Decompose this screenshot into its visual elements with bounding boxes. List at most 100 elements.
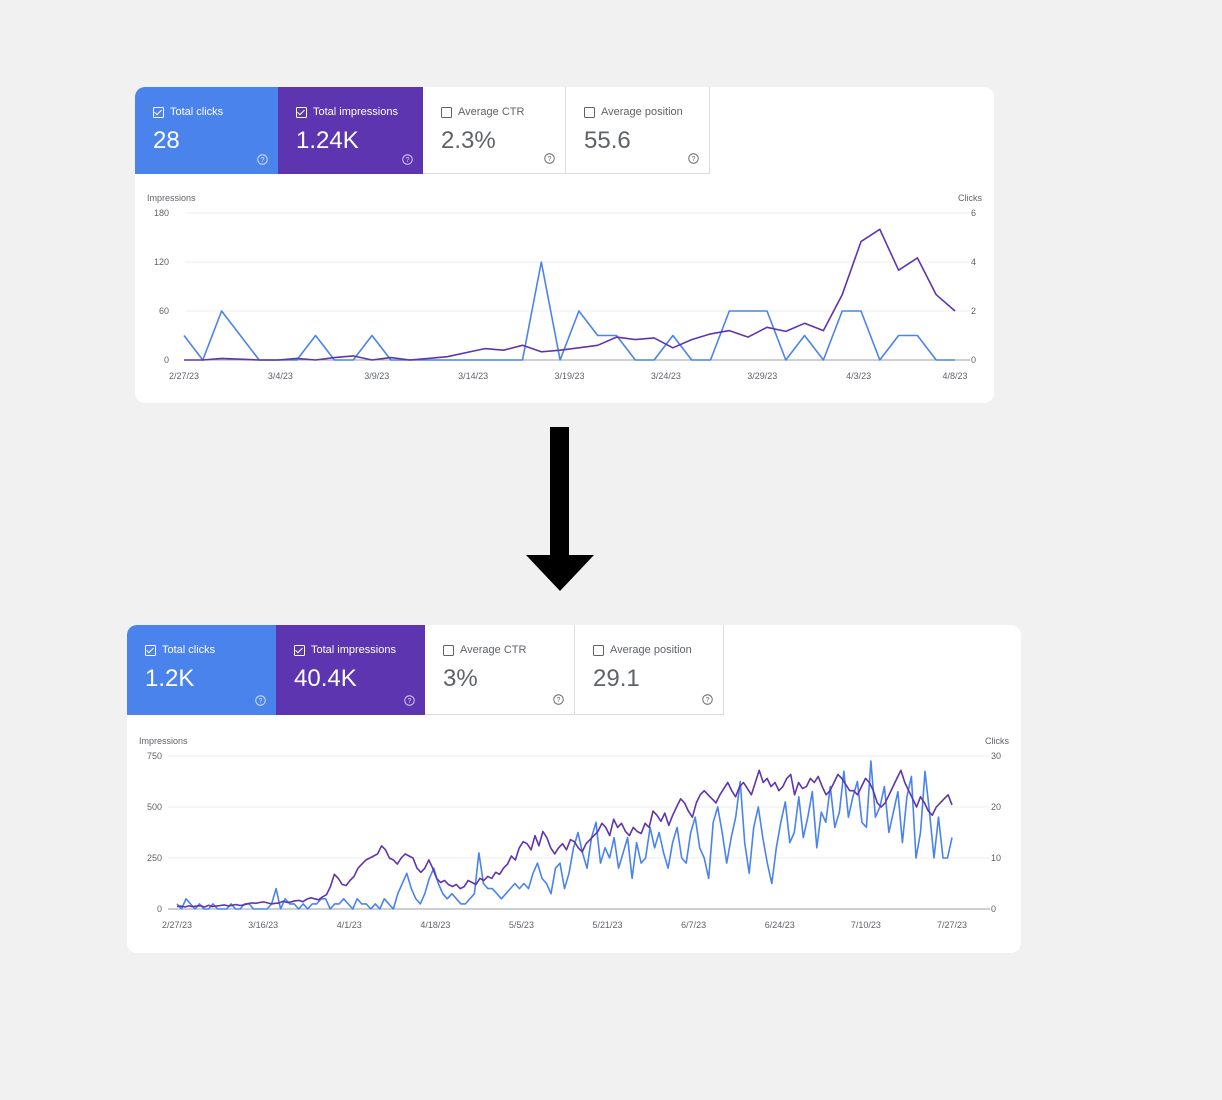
performance-chart-after: 0 250 500 750 0 10 20 30 Impressions Clicks 2/27/2… <box>139 736 1009 930</box>
metric-tile-average-ctr[interactable]: Average CTR 3%? <box>425 625 575 715</box>
down-arrow-icon <box>526 427 594 591</box>
metric-tile-total-clicks[interactable]: Total clicks 28? <box>135 87 278 174</box>
left-tick-label: 0 <box>157 904 162 914</box>
x-tick-label: 4/1/23 <box>337 920 362 930</box>
left-tick-label: 500 <box>147 802 162 812</box>
right-axis-label: Clicks <box>985 736 1009 746</box>
left-tick-label: 0 <box>164 355 169 365</box>
metric-label: Total impressions <box>294 644 396 656</box>
metric-tile-average-position[interactable]: Average position 29.1? <box>575 625 724 715</box>
checkbox-checked-icon[interactable] <box>145 644 156 656</box>
metric-label-text: Average CTR <box>458 106 525 118</box>
x-tick-label: 3/19/23 <box>554 371 584 381</box>
right-tick-label: 10 <box>991 853 1001 863</box>
svg-text:?: ? <box>706 697 710 704</box>
svg-text:?: ? <box>261 157 265 164</box>
performance-chart-before: 0 60 120 180 0 2 4 6 Impressions Clicks 2/27/23 3/4… <box>147 193 982 381</box>
x-tick-label: 3/9/23 <box>364 371 389 381</box>
right-tick-label: 0 <box>991 904 996 914</box>
help-icon[interactable]: ? <box>553 694 564 705</box>
metric-value: 55.6 <box>584 127 631 154</box>
metric-label-text: Average CTR <box>460 644 527 656</box>
metric-tiles: Total clicks 1.2K? Total impressions 40.4K?… <box>127 625 724 715</box>
checkbox-unchecked-icon[interactable] <box>584 106 595 118</box>
x-tick-label: 2/27/23 <box>162 920 192 930</box>
left-axis-label: Impressions <box>147 193 196 203</box>
x-tick-label: 7/10/23 <box>851 920 881 930</box>
checkbox-checked-icon[interactable] <box>294 644 305 656</box>
svg-text:?: ? <box>548 156 552 163</box>
x-tick-label: 5/21/23 <box>593 920 623 930</box>
x-tick-label: 3/4/23 <box>268 371 293 381</box>
help-icon[interactable]: ? <box>404 695 415 706</box>
svg-text:?: ? <box>406 157 410 164</box>
svg-text:?: ? <box>408 698 412 705</box>
checkbox-checked-icon[interactable] <box>153 106 164 118</box>
metric-label-text: Total clicks <box>170 106 224 118</box>
right-tick-label: 0 <box>971 355 976 365</box>
metric-label-text: Average position <box>610 644 692 656</box>
series-line-total-clicks <box>176 760 953 910</box>
metric-value: 28 <box>153 127 180 154</box>
metric-label: Average CTR <box>441 106 524 118</box>
metric-value: 40.4K <box>294 665 357 692</box>
x-tick-label: 6/24/23 <box>765 920 795 930</box>
metric-label: Total clicks <box>153 106 223 118</box>
x-tick-label: 4/18/23 <box>420 920 450 930</box>
metric-tile-average-position[interactable]: Average position 55.6? <box>566 87 710 174</box>
metric-label-text: Total impressions <box>311 644 396 656</box>
metric-label-text: Average position <box>601 106 683 118</box>
right-tick-label: 20 <box>991 802 1001 812</box>
metric-tile-total-impressions[interactable]: Total impressions 40.4K? <box>276 625 425 715</box>
metric-label: Total impressions <box>296 106 398 118</box>
x-tick-label: 3/16/23 <box>248 920 278 930</box>
metric-tile-total-clicks[interactable]: Total clicks 1.2K? <box>127 625 276 715</box>
help-icon[interactable]: ? <box>688 153 699 164</box>
help-icon[interactable]: ? <box>257 154 268 165</box>
left-tick-label: 60 <box>159 306 169 316</box>
metric-label-text: Total clicks <box>162 644 216 656</box>
series-line-total-impressions <box>176 769 953 908</box>
help-icon[interactable]: ? <box>255 695 266 706</box>
metric-label: Total clicks <box>145 644 215 656</box>
svg-text:?: ? <box>692 156 696 163</box>
right-tick-label: 2 <box>971 306 976 316</box>
checkbox-unchecked-icon[interactable] <box>443 644 454 656</box>
series-line-total-impressions <box>184 228 956 361</box>
metric-label: Average position <box>593 644 692 656</box>
x-tick-label: 6/7/23 <box>681 920 706 930</box>
checkbox-checked-icon[interactable] <box>296 106 307 118</box>
metric-value: 2.3% <box>441 127 496 154</box>
checkbox-unchecked-icon[interactable] <box>441 106 452 118</box>
x-tick-label: 7/27/23 <box>937 920 967 930</box>
metric-value: 29.1 <box>593 665 640 692</box>
right-tick-label: 6 <box>971 208 976 218</box>
help-icon[interactable]: ? <box>544 153 555 164</box>
x-tick-label: 4/8/23 <box>942 371 967 381</box>
x-tick-label: 5/5/23 <box>509 920 534 930</box>
x-tick-label: 3/24/23 <box>651 371 681 381</box>
help-icon[interactable]: ? <box>702 694 713 705</box>
metric-tile-average-ctr[interactable]: Average CTR 2.3%? <box>423 87 566 174</box>
right-axis-label: Clicks <box>958 193 982 203</box>
checkbox-unchecked-icon[interactable] <box>593 644 604 656</box>
left-tick-label: 180 <box>154 208 169 218</box>
svg-text:?: ? <box>259 698 263 705</box>
x-tick-label: 2/27/23 <box>169 371 199 381</box>
left-axis-label: Impressions <box>139 736 188 746</box>
metric-value: 1.2K <box>145 665 195 692</box>
left-tick-label: 750 <box>147 751 162 761</box>
metric-label: Average CTR <box>443 644 526 656</box>
metric-label: Average position <box>584 106 683 118</box>
series-line-total-clicks <box>183 261 955 361</box>
left-tick-label: 120 <box>154 257 169 267</box>
x-tick-label: 4/3/23 <box>846 371 871 381</box>
help-icon[interactable]: ? <box>402 154 413 165</box>
right-tick-label: 4 <box>971 257 976 267</box>
metric-tile-total-impressions[interactable]: Total impressions 1.24K? <box>278 87 423 174</box>
metric-value: 3% <box>443 665 478 692</box>
performance-panel-after: Total clicks 1.2K? Total impressions 40.4K?… <box>127 625 1021 953</box>
metric-value: 1.24K <box>296 127 359 154</box>
metric-tiles: Total clicks 28? Total impressions 1.24K? Av… <box>135 87 710 174</box>
right-tick-label: 30 <box>991 751 1001 761</box>
